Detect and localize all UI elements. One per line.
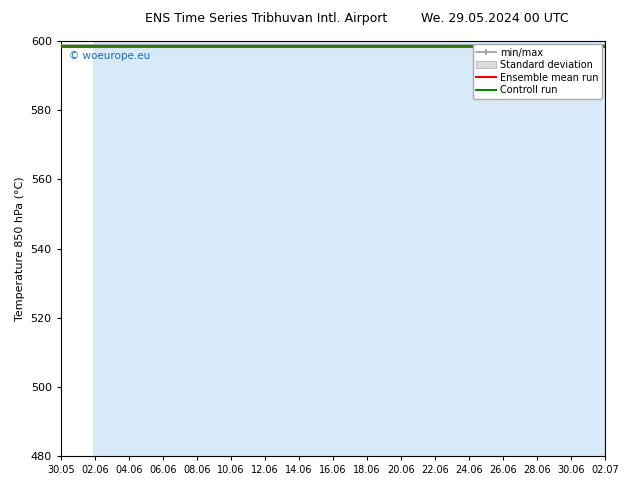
Bar (253, 41, 285, 456)
Bar (573, 41, 605, 456)
Text: We. 29.05.2024 00 UTC: We. 29.05.2024 00 UTC (421, 12, 568, 25)
Bar (477, 41, 509, 456)
Text: ENS Time Series Tribhuvan Intl. Airport: ENS Time Series Tribhuvan Intl. Airport (145, 12, 387, 25)
Bar (445, 41, 477, 456)
Bar (285, 41, 317, 456)
Text: © woeurope.eu: © woeurope.eu (69, 51, 150, 61)
Bar (317, 41, 349, 456)
Legend: min/max, Standard deviation, Ensemble mean run, Controll run: min/max, Standard deviation, Ensemble me… (472, 44, 602, 99)
Bar (93, 41, 125, 456)
Bar (509, 41, 541, 456)
Bar (189, 41, 221, 456)
Bar (541, 41, 573, 456)
Y-axis label: Temperature 850 hPa (°C): Temperature 850 hPa (°C) (15, 176, 25, 321)
Bar (157, 41, 189, 456)
Bar (413, 41, 445, 456)
Bar (349, 41, 381, 456)
Bar (125, 41, 157, 456)
Bar (381, 41, 413, 456)
Bar (221, 41, 253, 456)
